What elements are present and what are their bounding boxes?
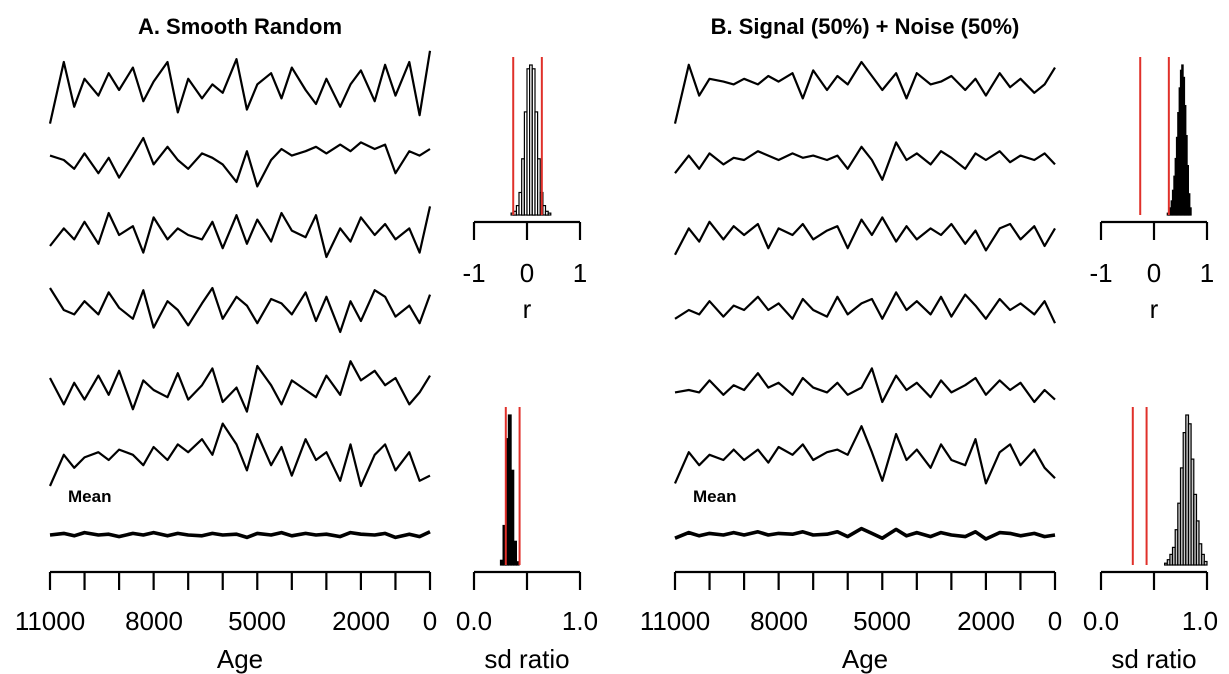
panel-a-sd-tick-label: 1.0 (562, 606, 598, 636)
panel-a-r-bar (536, 158, 541, 216)
panel-a-r-histogram (510, 57, 552, 216)
panel-a-r-tick-label: 0 (520, 258, 534, 288)
panel-b-age-tick-label: 0 (1048, 606, 1062, 636)
panel-a-r-tick-label: 1 (573, 258, 587, 288)
panel-b-r-bar (1189, 207, 1192, 216)
panel-b-r-histogram (1139, 57, 1192, 216)
panel-b-series-line (674, 367, 1056, 404)
panel-b-r-axis-label: r (1150, 294, 1159, 324)
panel-a-mean-series-line (49, 530, 431, 540)
panel-b-r-tick-label: 0 (1147, 258, 1161, 288)
panel-b-title: B. Signal (50%) + Noise (50%) (711, 14, 1020, 39)
panel-b-sd-bar (1201, 553, 1205, 566)
panel-b-mean-series-line (674, 526, 1056, 541)
panel-b-series-line (674, 291, 1056, 324)
panel-a-series-line (49, 206, 432, 259)
panel-a-series-line (48, 422, 431, 488)
panel-a-age-tick-label: 0 (423, 606, 437, 636)
panel-a-age-tick-label: 8000 (125, 606, 183, 636)
panel-a-sd-bar (513, 540, 517, 566)
panel-b-age-tick-label: 2000 (957, 606, 1015, 636)
panel-b-series-line (673, 60, 1056, 124)
panel-b-age-tick-label: 8000 (750, 606, 808, 636)
panel-a-series-line (48, 50, 432, 124)
panel-b-series-line (674, 216, 1056, 256)
panel-a-r-tick-label: -1 (462, 258, 485, 288)
panel-b-sd-axis-label: sd ratio (1111, 644, 1196, 674)
panel-a-age-tick-label: 5000 (228, 606, 286, 636)
panel-b-r-bar (1187, 193, 1191, 216)
panel-b-sd-tick-label: 0.0 (1083, 606, 1119, 636)
panel-b-x-axis-label: Age (842, 644, 888, 674)
panel-b-age-tick-label: 11000 (640, 606, 710, 636)
panel-b-traces (673, 60, 1056, 541)
panel-b-sd-tick-label: 1.0 (1182, 606, 1218, 636)
panel-b-r-tick-label: 1 (1200, 258, 1214, 288)
panel-a-mean-label: Mean (68, 487, 111, 506)
panel-a-sd-axis-label: sd ratio (484, 644, 569, 674)
panel-b-sd-bar (1195, 520, 1200, 566)
panel-b-age-tick-label: 5000 (853, 606, 911, 636)
panel-a-series-line (49, 360, 431, 413)
panel-a-r-bar (547, 212, 552, 216)
panel-a-series-line (49, 286, 432, 334)
panel-a-sd-tick-label: 0.0 (456, 606, 492, 636)
panel-b-r-tick-label: -1 (1089, 258, 1112, 288)
panel-a-sd-histogram (499, 407, 521, 566)
panel-a-traces (48, 50, 432, 540)
panel-b-series-line (673, 425, 1056, 485)
panel-b-mean-label: Mean (693, 487, 736, 506)
panel-a-x-axis-label: Age (217, 644, 263, 674)
panel-b-series-line (674, 141, 1056, 181)
panel-a-series-line (49, 136, 431, 188)
panel-a-r-axis-label: r (523, 294, 532, 324)
panel-a-r-bar (542, 205, 547, 216)
panel-b-r-bar (1186, 165, 1189, 216)
panel-b-sd-histogram (1131, 407, 1208, 566)
panel-a-age-tick-label: 2000 (332, 606, 390, 636)
panel-a-title: A. Smooth Random (138, 14, 342, 39)
panel-a-sd-bar (510, 469, 515, 566)
axes (48, 220, 1209, 590)
panel-b-sd-bar (1203, 560, 1208, 566)
panel-a-age-tick-label: 11000 (15, 606, 85, 636)
